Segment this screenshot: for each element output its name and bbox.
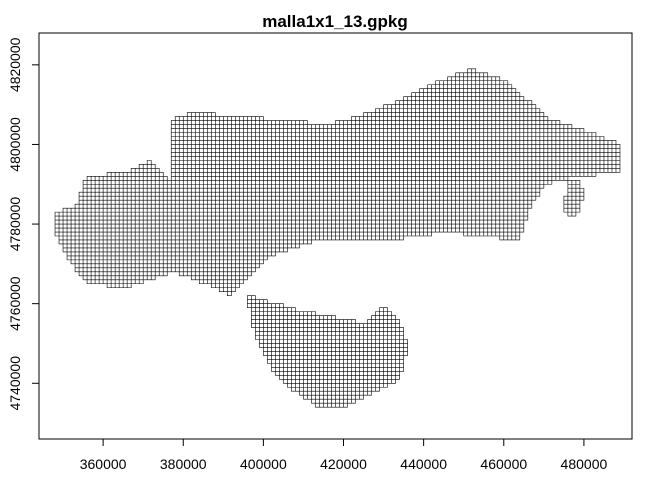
y-tick-label: 4800000: [7, 117, 23, 172]
x-tick-label: 420000: [320, 456, 367, 472]
y-tick-label: 4760000: [7, 276, 23, 331]
grid-cell-mesh: [54, 68, 621, 408]
x-tick-label: 460000: [480, 456, 527, 472]
x-axis: 360000 380000 400000 420000 440000 460000 4800…: [80, 438, 608, 472]
y-axis: 4740000 4760000 4780000 4800000 4820000: [7, 37, 40, 411]
x-tick-label: 480000: [561, 456, 608, 472]
x-tick-label: 380000: [160, 456, 207, 472]
y-tick-label: 4820000: [7, 37, 23, 92]
grid-cells: [54, 68, 621, 408]
y-tick-label: 4740000: [7, 356, 23, 411]
x-tick-label: 440000: [400, 456, 447, 472]
y-tick-label: 4780000: [7, 197, 23, 252]
chart-title: malla1x1_13.gpkg: [262, 12, 408, 31]
x-tick-label: 400000: [240, 456, 287, 472]
x-tick-label: 360000: [80, 456, 127, 472]
